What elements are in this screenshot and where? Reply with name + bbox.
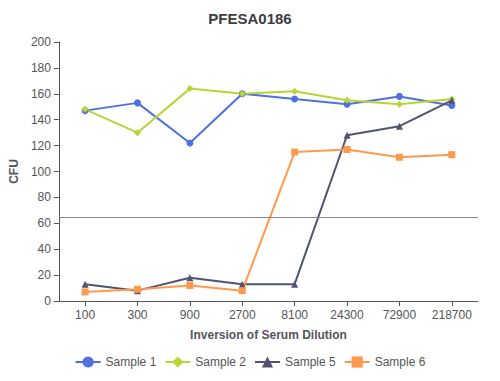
svg-text:Sample 5: Sample 5	[285, 355, 336, 369]
svg-text:72900: 72900	[383, 308, 417, 322]
svg-text:160: 160	[31, 87, 51, 101]
svg-text:140: 140	[31, 113, 51, 127]
svg-text:0: 0	[44, 294, 51, 308]
svg-text:PFESA0186: PFESA0186	[208, 10, 291, 27]
svg-text:8100: 8100	[281, 308, 308, 322]
svg-text:218700: 218700	[432, 308, 472, 322]
svg-text:100: 100	[31, 165, 51, 179]
svg-text:60: 60	[38, 216, 52, 230]
svg-text:Inversion of Serum Dilution: Inversion of Serum Dilution	[190, 328, 347, 342]
svg-text:2700: 2700	[229, 308, 256, 322]
svg-text:24300: 24300	[330, 308, 364, 322]
svg-text:900: 900	[180, 308, 200, 322]
svg-text:180: 180	[31, 61, 51, 75]
svg-text:20: 20	[38, 268, 52, 282]
svg-text:Sample 1: Sample 1	[106, 355, 157, 369]
svg-text:CFU: CFU	[7, 159, 21, 184]
svg-text:100: 100	[75, 308, 95, 322]
svg-text:40: 40	[38, 242, 52, 256]
svg-text:300: 300	[127, 308, 147, 322]
svg-text:Sample 6: Sample 6	[375, 355, 426, 369]
svg-text:Sample 2: Sample 2	[195, 355, 246, 369]
svg-text:200: 200	[31, 35, 51, 49]
svg-text:120: 120	[31, 139, 51, 153]
svg-text:80: 80	[38, 190, 52, 204]
